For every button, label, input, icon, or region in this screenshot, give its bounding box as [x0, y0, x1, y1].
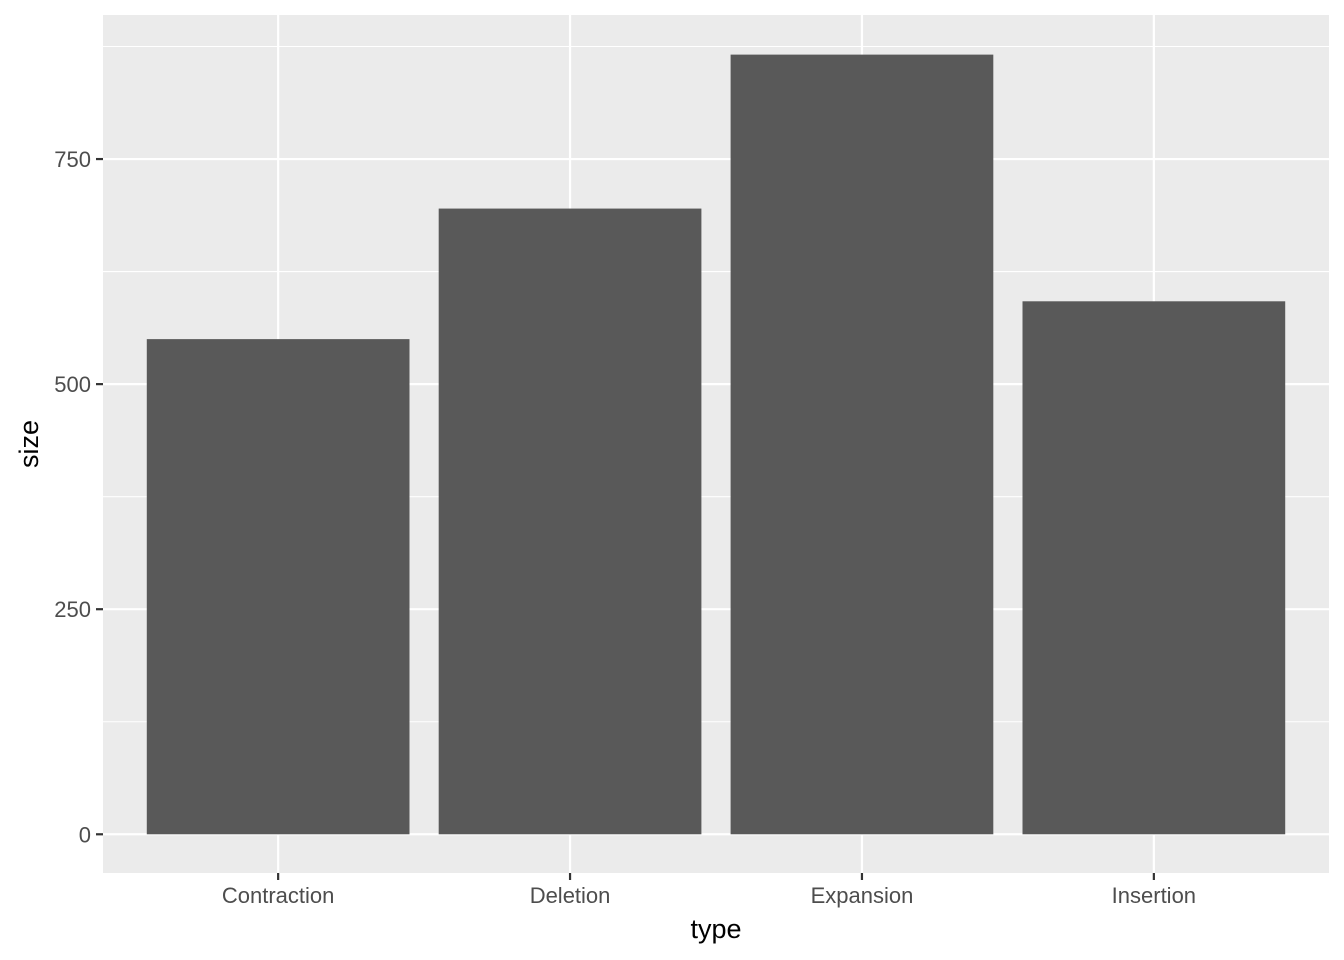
- y-tick-label: 500: [54, 372, 91, 397]
- x-tick-label: Insertion: [1112, 883, 1196, 908]
- bar-deletion: [438, 208, 702, 835]
- bars: [146, 54, 1286, 835]
- x-tick-label: Deletion: [530, 883, 611, 908]
- x-tick-label: Expansion: [811, 883, 914, 908]
- y-axis-title: size: [14, 420, 44, 468]
- bar-contraction: [146, 339, 410, 835]
- bar-insertion: [1022, 301, 1286, 835]
- y-tick-label: 0: [79, 822, 91, 847]
- y-axis: 0 250 500 750: [54, 147, 103, 847]
- y-tick-label: 250: [54, 597, 91, 622]
- bar-expansion: [730, 54, 994, 835]
- y-tick-label: 750: [54, 147, 91, 172]
- x-axis: Contraction Deletion Expansion Insertion: [222, 873, 1196, 908]
- x-tick-label: Contraction: [222, 883, 335, 908]
- x-axis-title: type: [690, 914, 741, 944]
